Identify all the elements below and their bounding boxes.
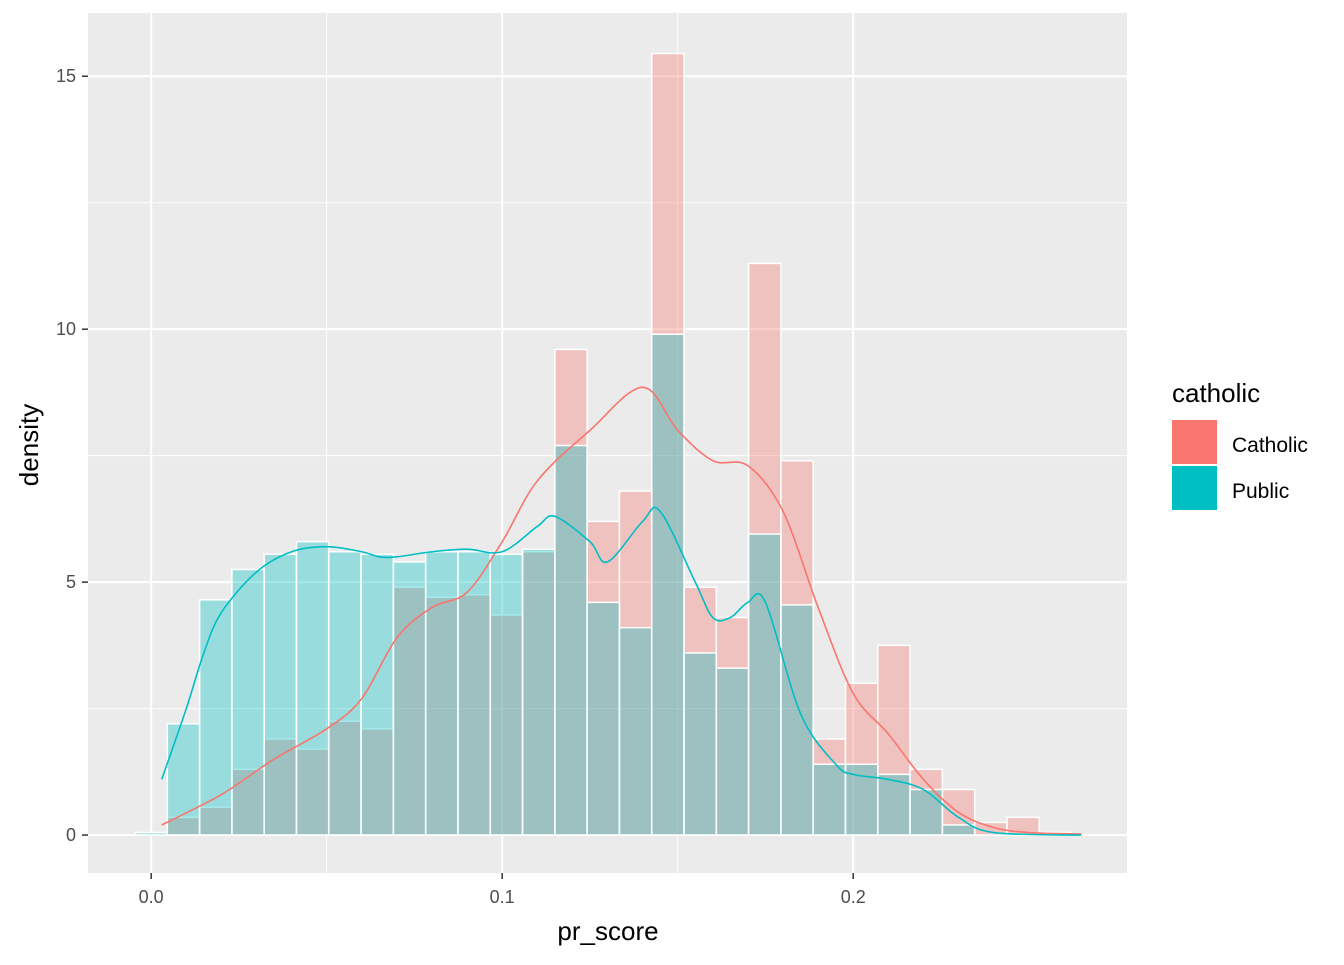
legend-label-catholic: Catholic xyxy=(1232,434,1308,457)
histogram-bar-catholic xyxy=(554,348,588,836)
legend-key-catholic xyxy=(1172,420,1217,464)
histogram-bar-public xyxy=(166,723,201,836)
density-line-public xyxy=(160,506,1082,836)
legend-label-public: Public xyxy=(1232,480,1289,503)
histogram-bar-public xyxy=(780,604,814,836)
plot-panel xyxy=(88,13,1127,873)
histogram-bar-public xyxy=(231,568,265,836)
legend-key-public xyxy=(1172,466,1217,510)
histogram-bar-catholic xyxy=(424,596,459,836)
y-tick-label: 10 xyxy=(56,319,76,339)
legend-title: catholic xyxy=(1172,378,1260,408)
histogram-bar-public xyxy=(554,444,588,836)
histogram-bar-public xyxy=(715,667,750,836)
histogram-bar-public xyxy=(198,599,233,836)
histogram-bar-catholic xyxy=(650,52,685,836)
histogram-bar-catholic xyxy=(295,748,330,836)
histogram-bar-catholic xyxy=(521,551,556,836)
histogram-bar-public xyxy=(134,831,169,836)
density-curves xyxy=(160,386,1082,836)
histogram-bar-public xyxy=(328,551,362,836)
histogram-bar-catholic xyxy=(618,490,653,836)
histogram-bar-public xyxy=(844,763,879,836)
histogram-bar-public xyxy=(618,626,653,836)
axes: 0.0 0.1 0.2 0 5 10 15 xyxy=(56,66,866,907)
x-tick-label: 0.1 xyxy=(490,887,515,907)
histogram-bar-public xyxy=(263,553,298,836)
histogram-bar-public xyxy=(521,548,556,836)
histogram-bar-public xyxy=(877,773,911,836)
histogram-bar-catholic xyxy=(586,520,621,836)
histogram-bar-public xyxy=(747,533,782,836)
y-tick-label: 0 xyxy=(66,825,76,845)
histogram-bar-public xyxy=(909,788,944,836)
histogram-bar-public xyxy=(812,763,847,836)
histogram-bar-public xyxy=(489,553,524,836)
y-axis-title: density xyxy=(14,404,44,486)
y-tick-label: 15 xyxy=(56,66,76,86)
histogram-bar-catholic xyxy=(328,720,362,836)
histogram-bar-public xyxy=(941,824,976,836)
histogram-bar-public xyxy=(295,540,330,836)
histogram-bar-public xyxy=(683,652,718,836)
histogram-bar-public xyxy=(650,333,685,836)
histogram-bar-catholic xyxy=(683,586,718,836)
legend: catholic Catholic Public xyxy=(1172,378,1308,510)
histogram-bar-catholic xyxy=(812,738,847,836)
histogram-bar-public xyxy=(586,601,621,836)
histogram-bar-public xyxy=(392,561,427,836)
histogram-bar-public xyxy=(457,551,492,836)
x-tick-label: 0.2 xyxy=(841,887,866,907)
density-line-catholic xyxy=(161,386,1082,835)
x-tick-label: 0.0 xyxy=(139,887,164,907)
histogram-bar-public xyxy=(424,551,459,836)
x-axis-title: pr_score xyxy=(557,916,658,946)
histogram-bars xyxy=(134,52,1073,836)
y-tick-label: 5 xyxy=(66,572,76,592)
histogram-bar-public xyxy=(360,553,395,836)
